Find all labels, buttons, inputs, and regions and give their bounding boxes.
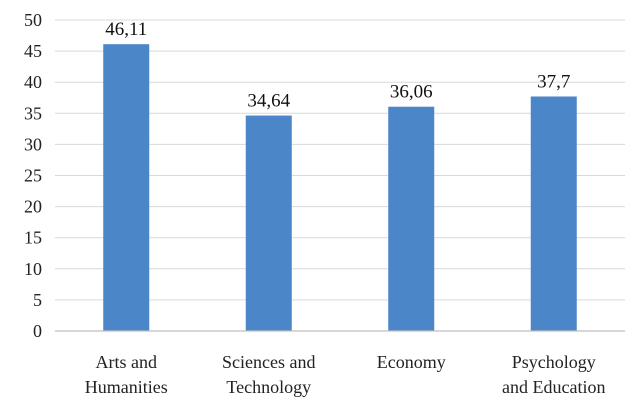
category-labels: Arts and Humanities Sciences and Technology…: [85, 352, 606, 397]
y-tick-label: 50: [24, 10, 42, 30]
y-tick-label: 45: [24, 41, 42, 61]
y-tick-label: 5: [33, 290, 42, 310]
category-label: Technology: [226, 377, 311, 397]
category-label: Sciences and: [222, 352, 315, 372]
data-label: 37,7: [537, 72, 570, 93]
y-tick-label: 15: [24, 228, 42, 248]
category-label: Economy: [377, 352, 446, 372]
category-label: Humanities: [85, 377, 168, 397]
gridlines: [55, 19, 625, 301]
y-tick-label: 40: [24, 72, 42, 92]
bar: [245, 115, 292, 331]
category-label: and Education: [502, 377, 605, 397]
category-label: Arts and: [96, 352, 158, 372]
bar: [388, 106, 435, 331]
y-tick-label: 25: [24, 166, 42, 186]
y-tick-label: 20: [24, 197, 42, 217]
bars: [103, 44, 577, 331]
y-tick-label: 30: [24, 134, 42, 154]
data-labels: 46,11 34,64 36,06 37,7: [105, 19, 570, 111]
bar: [530, 96, 577, 331]
data-label: 34,64: [247, 91, 290, 112]
category-label: Psychology: [512, 352, 596, 372]
bar: [103, 44, 150, 331]
data-label: 36,06: [390, 82, 433, 103]
y-tick-label: 10: [24, 259, 42, 279]
y-tick-labels: 0 5 10 15 20 25 30 35 40 45 50: [24, 10, 42, 341]
data-label: 46,11: [105, 19, 147, 40]
y-tick-label: 0: [33, 321, 42, 341]
y-tick-label: 35: [24, 103, 42, 123]
